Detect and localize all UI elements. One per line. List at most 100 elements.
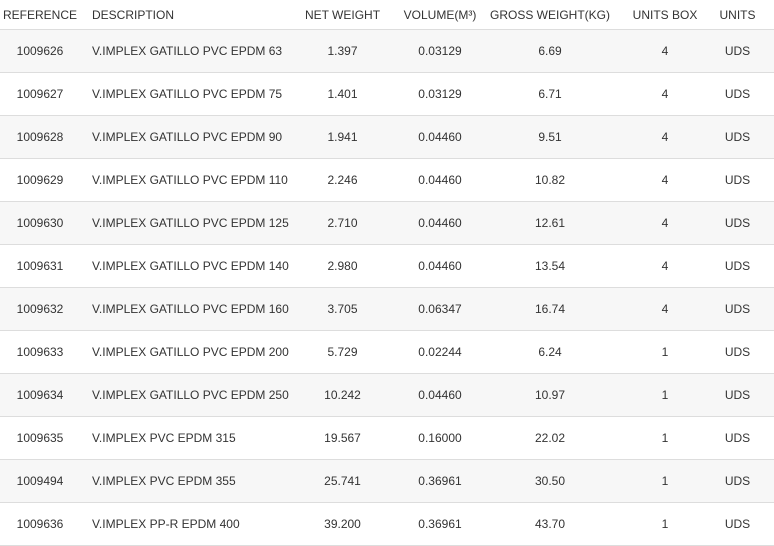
reference-cell: 1009629 (0, 158, 80, 202)
spacer-cell (760, 115, 774, 159)
units-cell: UDS (715, 29, 760, 73)
description-cell: V.IMPLEX GATILLO PVC EPDM 63 (80, 29, 290, 73)
gross-weight-cell: 16.74 (485, 287, 615, 331)
units-box-cell: 1 (615, 459, 715, 503)
header-description: DESCRIPTION (80, 0, 290, 30)
gross-weight-cell: 12.61 (485, 201, 615, 245)
volume-cell: 0.04460 (395, 244, 485, 288)
volume-cell: 0.04460 (395, 158, 485, 202)
table-body: 1009626 V.IMPLEX GATILLO PVC EPDM 63 1.397… (0, 29, 774, 546)
net-weight-cell: 5.729 (290, 330, 395, 374)
table-row: 1009633 V.IMPLEX GATILLO PVC EPDM 200 5.72… (0, 330, 774, 374)
gross-weight-cell: 13.54 (485, 244, 615, 288)
units-box-cell: 4 (615, 29, 715, 73)
volume-cell: 0.03129 (395, 72, 485, 116)
net-weight-cell: 1.401 (290, 72, 395, 116)
description-cell: V.IMPLEX PP-R EPDM 400 (80, 502, 290, 546)
spacer-cell (760, 287, 774, 331)
units-box-cell: 1 (615, 416, 715, 460)
header-row: REFERENCE DESCRIPTION NET WEIGHT VOLUME(M³)… (0, 0, 774, 30)
header-gross-weight: GROSS WEIGHT(KG) (485, 0, 615, 30)
header-units-box: UNITS BOX (615, 0, 715, 30)
table-row: 1009627 V.IMPLEX GATILLO PVC EPDM 75 1.401… (0, 72, 774, 116)
spacer-cell (760, 244, 774, 288)
spacer-cell (760, 29, 774, 73)
volume-cell: 0.02244 (395, 330, 485, 374)
reference-cell: 1009626 (0, 29, 80, 73)
spacer-cell (760, 158, 774, 202)
table-row: 1009626 V.IMPLEX GATILLO PVC EPDM 63 1.397… (0, 29, 774, 73)
table-row: 1009634 V.IMPLEX GATILLO PVC EPDM 250 10.2… (0, 373, 774, 417)
table-row: 1009631 V.IMPLEX GATILLO PVC EPDM 140 2.98… (0, 244, 774, 288)
gross-weight-cell: 6.24 (485, 330, 615, 374)
spacer-cell (760, 416, 774, 460)
reference-cell: 1009632 (0, 287, 80, 331)
description-cell: V.IMPLEX GATILLO PVC EPDM 75 (80, 72, 290, 116)
description-cell: V.IMPLEX GATILLO PVC EPDM 90 (80, 115, 290, 159)
net-weight-cell: 2.246 (290, 158, 395, 202)
units-cell: UDS (715, 201, 760, 245)
description-cell: V.IMPLEX GATILLO PVC EPDM 110 (80, 158, 290, 202)
header-net-weight: NET WEIGHT (290, 0, 395, 30)
gross-weight-cell: 10.97 (485, 373, 615, 417)
description-cell: V.IMPLEX GATILLO PVC EPDM 125 (80, 201, 290, 245)
net-weight-cell: 1.397 (290, 29, 395, 73)
spacer-cell (760, 201, 774, 245)
table-row: 1009636 V.IMPLEX PP-R EPDM 400 39.200 0.369… (0, 502, 774, 546)
net-weight-cell: 1.941 (290, 115, 395, 159)
units-cell: UDS (715, 373, 760, 417)
reference-cell: 1009631 (0, 244, 80, 288)
reference-cell: 1009634 (0, 373, 80, 417)
table-row: 1009630 V.IMPLEX GATILLO PVC EPDM 125 2.71… (0, 201, 774, 245)
gross-weight-cell: 6.69 (485, 29, 615, 73)
spacer-cell (760, 459, 774, 503)
units-cell: UDS (715, 244, 760, 288)
units-box-cell: 4 (615, 72, 715, 116)
units-box-cell: 4 (615, 287, 715, 331)
table-row: 1009628 V.IMPLEX GATILLO PVC EPDM 90 1.941… (0, 115, 774, 159)
volume-cell: 0.16000 (395, 416, 485, 460)
units-cell: UDS (715, 115, 760, 159)
gross-weight-cell: 10.82 (485, 158, 615, 202)
net-weight-cell: 19.567 (290, 416, 395, 460)
reference-cell: 1009627 (0, 72, 80, 116)
units-box-cell: 4 (615, 201, 715, 245)
units-cell: UDS (715, 72, 760, 116)
units-cell: UDS (715, 330, 760, 374)
reference-cell: 1009635 (0, 416, 80, 460)
gross-weight-cell: 22.02 (485, 416, 615, 460)
units-cell: UDS (715, 416, 760, 460)
net-weight-cell: 25.741 (290, 459, 395, 503)
gross-weight-cell: 43.70 (485, 502, 615, 546)
description-cell: V.IMPLEX GATILLO PVC EPDM 140 (80, 244, 290, 288)
units-box-cell: 4 (615, 115, 715, 159)
units-box-cell: 1 (615, 373, 715, 417)
volume-cell: 0.36961 (395, 502, 485, 546)
volume-cell: 0.04460 (395, 373, 485, 417)
header-spacer (760, 0, 774, 30)
reference-cell: 1009636 (0, 502, 80, 546)
spacer-cell (760, 373, 774, 417)
description-cell: V.IMPLEX PVC EPDM 315 (80, 416, 290, 460)
units-box-cell: 1 (615, 502, 715, 546)
spacer-cell (760, 502, 774, 546)
description-cell: V.IMPLEX GATILLO PVC EPDM 160 (80, 287, 290, 331)
units-cell: UDS (715, 459, 760, 503)
reference-cell: 1009630 (0, 201, 80, 245)
net-weight-cell: 10.242 (290, 373, 395, 417)
net-weight-cell: 39.200 (290, 502, 395, 546)
volume-cell: 0.36961 (395, 459, 485, 503)
units-cell: UDS (715, 287, 760, 331)
reference-cell: 1009628 (0, 115, 80, 159)
reference-cell: 1009494 (0, 459, 80, 503)
table-row: 1009635 V.IMPLEX PVC EPDM 315 19.567 0.1600… (0, 416, 774, 460)
table-row: 1009494 V.IMPLEX PVC EPDM 355 25.741 0.3696… (0, 459, 774, 503)
description-cell: V.IMPLEX GATILLO PVC EPDM 250 (80, 373, 290, 417)
reference-cell: 1009633 (0, 330, 80, 374)
spacer-cell (760, 330, 774, 374)
header-reference: REFERENCE (0, 0, 80, 30)
units-cell: UDS (715, 502, 760, 546)
table-row: 1009632 V.IMPLEX GATILLO PVC EPDM 160 3.70… (0, 287, 774, 331)
